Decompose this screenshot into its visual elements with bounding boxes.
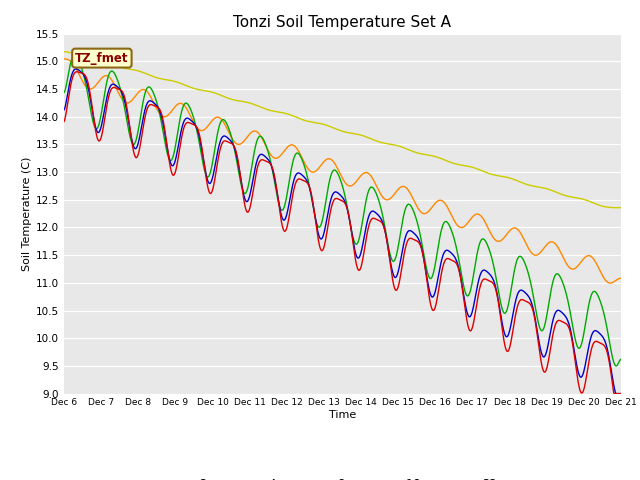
X-axis label: Time: Time [329,410,356,420]
Legend: 2cm, 4cm, 8cm, 16cm, 32cm: 2cm, 4cm, 8cm, 16cm, 32cm [164,473,520,480]
Title: Tonzi Soil Temperature Set A: Tonzi Soil Temperature Set A [234,15,451,30]
Y-axis label: Soil Temperature (C): Soil Temperature (C) [22,156,32,271]
Text: TZ_fmet: TZ_fmet [75,51,129,65]
